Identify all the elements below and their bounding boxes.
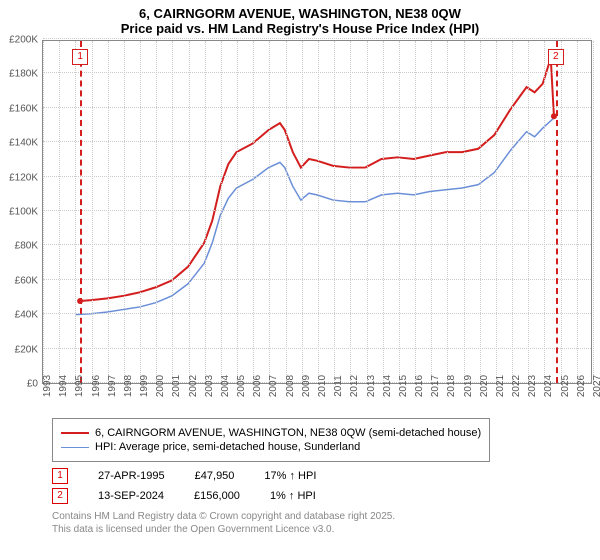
chart: £0£20K£40K£60K£80K£100K£120K£140K£160K£1… xyxy=(42,40,592,410)
legend-label: HPI: Average price, semi-detached house,… xyxy=(95,441,360,453)
y-tick-label: £120K xyxy=(9,172,38,183)
chart-title: 6, CAIRNGORM AVENUE, WASHINGTON, NE38 0Q… xyxy=(0,0,600,40)
y-tick-label: £60K xyxy=(15,275,38,286)
sale-price: £47,950 xyxy=(195,470,235,482)
sale-marker-line xyxy=(80,41,82,383)
sale-date: 13-SEP-2024 xyxy=(98,490,164,502)
y-axis-labels: £0£20K£40K£60K£80K£100K£120K£140K£160K£1… xyxy=(0,40,40,384)
sale-marker-line xyxy=(556,41,558,383)
sale-row: 1 27-APR-1995 £47,950 17% ↑ HPI xyxy=(52,468,592,484)
legend-swatch xyxy=(61,432,89,434)
y-tick-label: £0 xyxy=(27,379,38,390)
sale-date: 27-APR-1995 xyxy=(98,470,165,482)
x-tick-label: 2027 xyxy=(592,375,600,397)
y-tick-label: £180K xyxy=(9,69,38,80)
sale-marker-box: 2 xyxy=(548,49,564,65)
y-tick-label: £100K xyxy=(9,207,38,218)
legend-row: 6, CAIRNGORM AVENUE, WASHINGTON, NE38 0Q… xyxy=(61,427,481,439)
plot-area: 12 xyxy=(42,40,592,384)
y-tick-label: £20K xyxy=(15,344,38,355)
footer: Contains HM Land Registry data © Crown c… xyxy=(52,510,592,536)
legend-label: 6, CAIRNGORM AVENUE, WASHINGTON, NE38 0Q… xyxy=(95,427,481,439)
legend-swatch xyxy=(61,447,89,448)
sale-marker-box: 1 xyxy=(72,49,88,65)
sales-table: 1 27-APR-1995 £47,950 17% ↑ HPI 2 13-SEP… xyxy=(52,468,592,504)
sale-price: £156,000 xyxy=(194,490,240,502)
y-tick-label: £40K xyxy=(15,310,38,321)
y-tick-label: £160K xyxy=(9,103,38,114)
sale-delta: 1% ↑ HPI xyxy=(270,490,316,502)
y-tick-label: £140K xyxy=(9,138,38,149)
series-hpi xyxy=(75,118,554,315)
y-tick-label: £80K xyxy=(15,241,38,252)
legend: 6, CAIRNGORM AVENUE, WASHINGTON, NE38 0Q… xyxy=(52,418,490,462)
title-line-1: 6, CAIRNGORM AVENUE, WASHINGTON, NE38 0Q… xyxy=(0,6,600,21)
footer-line: This data is licensed under the Open Gov… xyxy=(52,523,592,536)
sale-index-box: 1 xyxy=(52,468,68,484)
sale-delta: 17% ↑ HPI xyxy=(264,470,316,482)
legend-row: HPI: Average price, semi-detached house,… xyxy=(61,441,481,453)
series-price_paid xyxy=(80,58,554,301)
line-series xyxy=(43,41,591,383)
footer-line: Contains HM Land Registry data © Crown c… xyxy=(52,510,592,523)
sale-row: 2 13-SEP-2024 £156,000 1% ↑ HPI xyxy=(52,488,592,504)
x-axis-labels: 1993199419951996199719981999200020012002… xyxy=(42,384,592,410)
title-line-2: Price paid vs. HM Land Registry's House … xyxy=(0,21,600,36)
sale-index-box: 2 xyxy=(52,488,68,504)
y-tick-label: £200K xyxy=(9,35,38,46)
